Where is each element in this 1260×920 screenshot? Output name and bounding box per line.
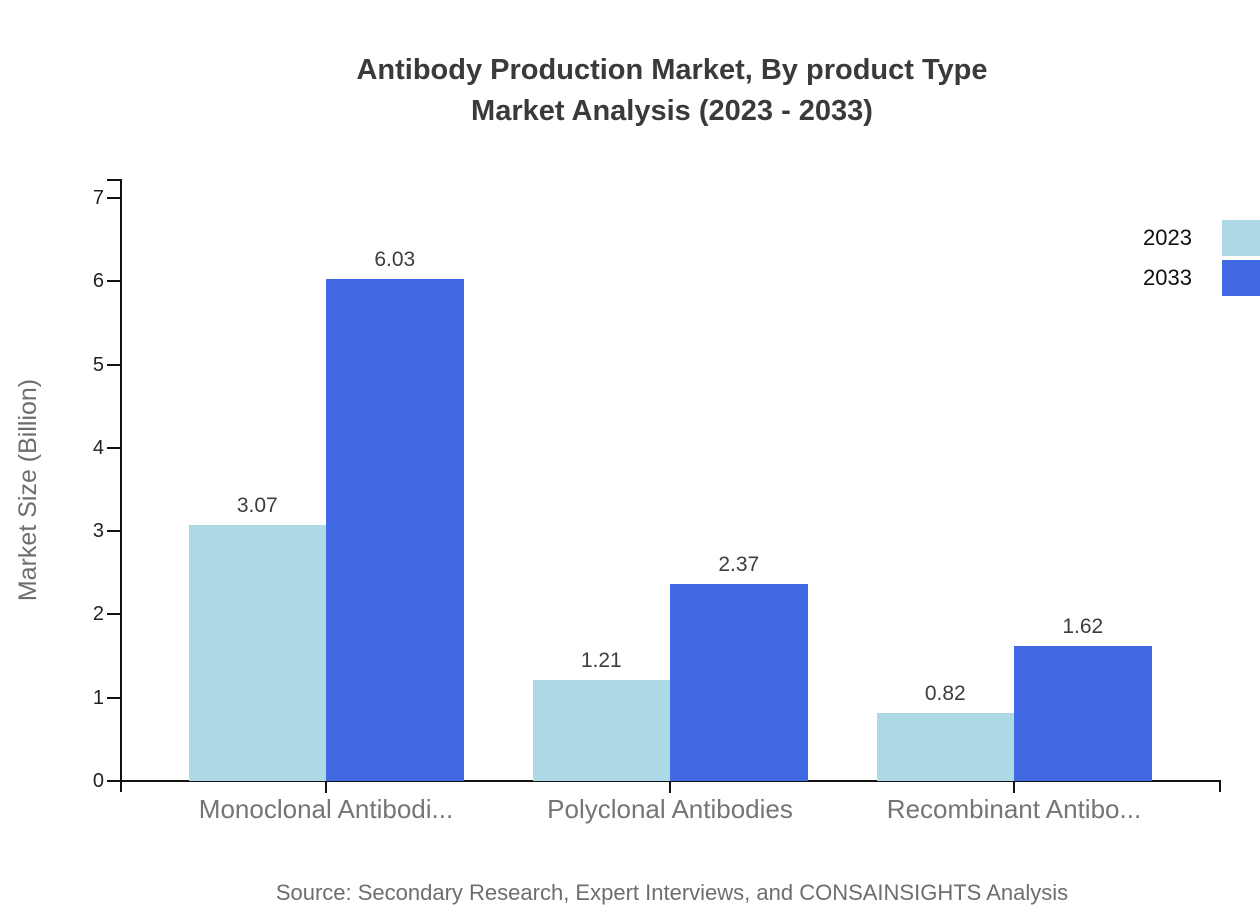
y-axis-line <box>120 179 122 792</box>
bar-value-label: 3.07 <box>236 494 278 518</box>
bar-value-label: 2.37 <box>718 552 760 576</box>
y-tick-mark <box>107 446 121 449</box>
chart-title-line-1: Antibody Production Market, By product T… <box>356 54 988 86</box>
legend-swatch-2023 <box>1222 220 1260 256</box>
y-tick-label: 1 <box>92 686 104 709</box>
y-tick-label: 0 <box>92 770 104 792</box>
legend-item-2023: 2023 <box>1143 218 1260 258</box>
y-tick-mark <box>107 613 121 616</box>
y-tick-label: 6 <box>92 270 104 293</box>
legend-label-2033: 2033 <box>1143 265 1192 290</box>
x-tick-mark <box>669 782 671 793</box>
source-note: Source: Secondary Research, Expert Inter… <box>275 880 1069 905</box>
y-tick-mark <box>107 280 121 283</box>
chart-title-line-2: Market Analysis (2023 - 2033) <box>471 95 873 127</box>
bar-2023-cat1 <box>532 680 670 781</box>
y-tick-label: 7 <box>92 186 104 209</box>
bar-value-label: 6.03 <box>374 247 416 271</box>
bar-value-label: 0.82 <box>924 681 966 705</box>
x-category-label: Recombinant Antibo... <box>886 794 1142 824</box>
legend-swatch-2033 <box>1222 260 1260 296</box>
x-category-label: Monoclonal Antibodi... <box>198 794 454 824</box>
y-tick-mark <box>107 196 121 199</box>
legend-label-2023: 2023 <box>1143 225 1192 250</box>
y-tick-mark <box>107 530 121 533</box>
y-tick-mark <box>107 363 121 366</box>
y-tick-label: 4 <box>92 436 104 459</box>
chart-title: Antibody Production Market, By product T… <box>122 50 1222 132</box>
x-axis-line <box>121 780 1221 782</box>
legend-item-2033: 2033 <box>1143 258 1260 298</box>
y-tick-label: 3 <box>92 520 104 543</box>
y-tick-mark <box>107 696 121 699</box>
bar-2023-cat2 <box>876 712 1014 781</box>
bar-value-label: 1.62 <box>1062 615 1104 639</box>
y-tick-mark <box>107 780 121 782</box>
legend: 2023 2033 <box>1143 218 1260 298</box>
y-axis-end-cap <box>107 179 122 181</box>
x-tick-mark <box>1013 782 1015 793</box>
x-category-label: Polyclonal Antibodies <box>547 794 793 824</box>
y-tick-label: 2 <box>92 603 104 626</box>
y-tick-label: 5 <box>92 353 104 376</box>
bar-2033-cat1 <box>670 583 808 781</box>
bar-value-label: 1.21 <box>580 649 622 673</box>
bar-2033-cat0 <box>326 278 464 781</box>
bar-2023-cat0 <box>188 525 326 781</box>
x-tick-mark <box>325 782 327 793</box>
bar-2033-cat2 <box>1014 646 1152 781</box>
x-axis-end-cap <box>1219 781 1221 792</box>
